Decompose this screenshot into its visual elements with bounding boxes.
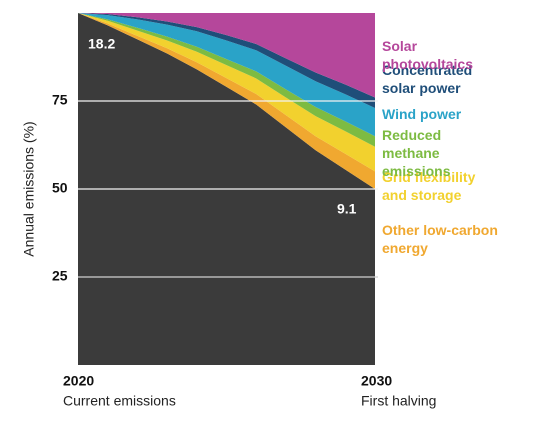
annotation: 18.2 bbox=[88, 36, 115, 52]
x-tick-label: 2020 bbox=[63, 373, 94, 389]
legend-entry: Other low-carbon energy bbox=[382, 222, 498, 256]
x-sublabel: First halving bbox=[361, 393, 436, 409]
x-tick-label: 2030 bbox=[361, 373, 392, 389]
y-tick-label: 50 bbox=[52, 180, 68, 196]
y-axis-label: Annual emissions (%) bbox=[21, 121, 37, 256]
y-tick-label: 25 bbox=[52, 268, 68, 284]
legend-entry: Concentrated solar power bbox=[382, 62, 473, 96]
y-tick-label: 75 bbox=[52, 92, 68, 108]
legend-entry: Solar photovoltaics bbox=[382, 38, 474, 72]
legend-entry: Wind power bbox=[382, 106, 462, 122]
series-area bbox=[78, 13, 375, 98]
annotation: 9.1 bbox=[337, 201, 357, 217]
x-sublabel: Current emissions bbox=[63, 393, 176, 409]
legend-entry: Grid flexibility and storage bbox=[382, 169, 476, 203]
legend-entry: Reduced methane emissions bbox=[382, 127, 451, 179]
